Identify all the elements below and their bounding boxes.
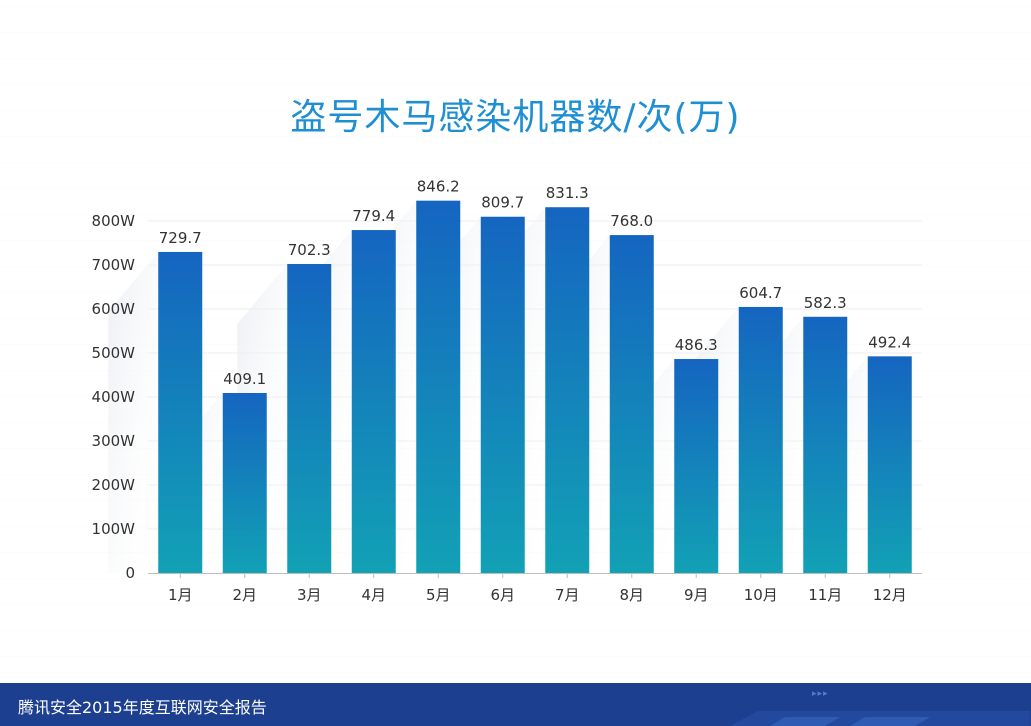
x-tick-label: 4月 [361, 586, 386, 604]
bar [674, 359, 719, 573]
x-tick-label: 8月 [619, 586, 644, 604]
y-tick-label: 200W [92, 476, 136, 494]
x-tick-label: 11月 [808, 586, 842, 604]
x-axis-ticks: 1月 2月 3月 4月 5月 6月 7月 8月 9月 10月 11月 12月 [168, 573, 907, 604]
y-tick-label: 100W [92, 520, 136, 538]
x-tick-label: 3月 [297, 586, 322, 604]
footer-title: 腾讯安全2015年度互联网安全报告 [18, 698, 267, 717]
bar-chart: 729.7 409.1 702.3 779.4 846.2 809.7 831.3 768.0… [92, 178, 922, 604]
bar-value-label: 831.3 [546, 184, 589, 202]
bar [480, 216, 525, 573]
bar [158, 251, 203, 573]
x-tick-label: 9月 [684, 586, 709, 604]
arrows-icon: ▸▸▸ [812, 689, 829, 699]
bar-value-label: 492.4 [868, 333, 911, 351]
bar-value-label: 809.7 [481, 194, 524, 212]
y-tick-label: 400W [92, 388, 136, 406]
bar [803, 316, 848, 573]
bar [545, 207, 590, 573]
bar [351, 230, 396, 573]
bar-value-label: 846.2 [417, 178, 460, 196]
y-tick-label: 800W [92, 212, 136, 230]
bar [867, 356, 912, 573]
decorative-stripes-icon [730, 711, 1030, 726]
bars [158, 200, 912, 573]
y-tick-label: 300W [92, 432, 136, 450]
bar-value-label: 486.3 [675, 336, 718, 354]
data-labels: 729.7 409.1 702.3 779.4 846.2 809.7 831.3 768.0… [159, 178, 911, 388]
x-tick-label: 5月 [426, 586, 451, 604]
bar-shadow [108, 251, 159, 573]
bar-value-label: 604.7 [739, 284, 782, 302]
bar [222, 392, 267, 573]
footer-bar: 腾讯安全2015年度互联网安全报告 ▸▸▸ [0, 683, 1031, 726]
y-tick-label: 700W [92, 256, 136, 274]
y-tick-label: 600W [92, 300, 136, 318]
x-tick-label: 10月 [744, 586, 778, 604]
bar-value-label: 729.7 [159, 229, 202, 247]
bar [609, 235, 654, 573]
bar-value-label: 409.1 [223, 370, 266, 388]
bar-value-label: 768.0 [610, 212, 653, 230]
bar-value-label: 582.3 [804, 294, 847, 312]
x-tick-label: 1月 [168, 586, 193, 604]
x-tick-label: 12月 [873, 586, 907, 604]
y-tick-label: 500W [92, 344, 136, 362]
x-tick-label: 7月 [555, 586, 580, 604]
chart-title: 盗号木马感染机器数/次(万) [290, 97, 741, 138]
bar [416, 200, 461, 573]
bar [287, 263, 332, 573]
bar-value-label: 702.3 [288, 241, 331, 259]
x-tick-label: 6月 [490, 586, 515, 604]
y-axis-ticks: 0 100W 200W 300W 400W 500W 600W 700W 800W [92, 212, 136, 582]
bar [738, 306, 783, 573]
bar-value-label: 779.4 [352, 207, 395, 225]
y-tick-label: 0 [125, 564, 135, 582]
x-tick-label: 2月 [232, 586, 257, 604]
